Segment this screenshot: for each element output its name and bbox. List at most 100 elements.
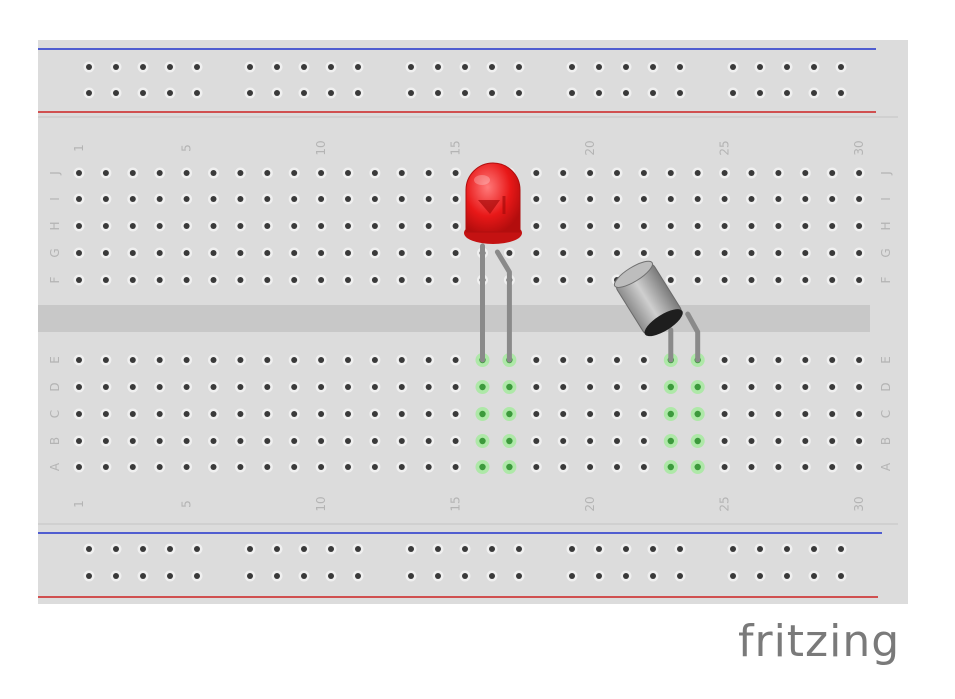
hole[interactable] — [452, 250, 459, 256]
hole[interactable] — [856, 411, 863, 417]
hole[interactable] — [264, 411, 271, 417]
hole[interactable] — [156, 250, 163, 256]
hole[interactable] — [291, 223, 298, 229]
hole[interactable] — [291, 170, 298, 176]
rail-hole[interactable] — [194, 573, 200, 579]
hole[interactable] — [183, 464, 190, 470]
hole[interactable] — [129, 277, 136, 283]
hole[interactable] — [452, 196, 459, 202]
hole[interactable] — [237, 250, 244, 256]
hole[interactable] — [102, 277, 109, 283]
hole[interactable] — [775, 411, 782, 417]
hole[interactable] — [345, 250, 351, 256]
hole[interactable] — [694, 250, 701, 256]
hole[interactable] — [129, 357, 136, 363]
rail-hole[interactable] — [838, 64, 844, 70]
hole[interactable] — [210, 464, 217, 470]
hole[interactable] — [479, 437, 486, 445]
hole[interactable] — [452, 277, 459, 283]
hole[interactable] — [129, 464, 136, 470]
hole[interactable] — [102, 196, 109, 202]
rail-hole[interactable] — [274, 573, 280, 579]
rail-hole[interactable] — [194, 90, 200, 96]
hole[interactable] — [748, 357, 755, 363]
hole[interactable] — [76, 277, 82, 283]
hole[interactable] — [264, 250, 271, 256]
hole[interactable] — [667, 383, 674, 391]
hole[interactable] — [398, 223, 405, 229]
hole[interactable] — [264, 223, 271, 229]
rail-hole[interactable] — [516, 64, 522, 70]
hole[interactable] — [210, 250, 217, 256]
hole[interactable] — [452, 411, 459, 417]
hole[interactable] — [264, 384, 271, 390]
hole[interactable] — [210, 196, 217, 202]
hole[interactable] — [587, 250, 594, 256]
hole[interactable] — [479, 463, 486, 471]
rail-hole[interactable] — [301, 546, 307, 552]
hole[interactable] — [345, 438, 351, 444]
hole[interactable] — [829, 464, 836, 470]
hole[interactable] — [102, 464, 109, 470]
hole[interactable] — [345, 196, 351, 202]
hole[interactable] — [802, 438, 809, 444]
hole[interactable] — [721, 250, 728, 256]
hole[interactable] — [156, 277, 163, 283]
hole[interactable] — [318, 464, 325, 470]
hole[interactable] — [479, 383, 486, 391]
hole[interactable] — [587, 438, 594, 444]
hole[interactable] — [721, 277, 728, 283]
hole[interactable] — [533, 384, 540, 390]
hole[interactable] — [587, 384, 594, 390]
hole[interactable] — [318, 277, 325, 283]
hole[interactable] — [129, 411, 136, 417]
hole[interactable] — [560, 438, 567, 444]
hole[interactable] — [587, 223, 594, 229]
hole[interactable] — [533, 464, 540, 470]
rail-hole[interactable] — [623, 573, 629, 579]
hole[interactable] — [829, 357, 836, 363]
rail-hole[interactable] — [757, 64, 763, 70]
hole[interactable] — [371, 170, 378, 176]
hole[interactable] — [183, 250, 190, 256]
hole[interactable] — [533, 411, 540, 417]
rail-hole[interactable] — [328, 573, 334, 579]
rail-hole[interactable] — [301, 64, 307, 70]
hole[interactable] — [640, 250, 647, 256]
hole[interactable] — [533, 170, 540, 176]
hole[interactable] — [856, 250, 863, 256]
hole[interactable] — [76, 196, 82, 202]
hole[interactable] — [129, 170, 136, 176]
hole[interactable] — [829, 196, 836, 202]
hole[interactable] — [479, 410, 486, 418]
hole[interactable] — [237, 170, 244, 176]
hole[interactable] — [210, 438, 217, 444]
hole[interactable] — [587, 411, 594, 417]
rail-hole[interactable] — [462, 64, 468, 70]
rail-hole[interactable] — [650, 90, 656, 96]
hole[interactable] — [345, 464, 351, 470]
rail-hole[interactable] — [86, 64, 92, 70]
hole[interactable] — [102, 223, 109, 229]
hole[interactable] — [721, 223, 728, 229]
hole[interactable] — [291, 464, 298, 470]
hole[interactable] — [775, 170, 782, 176]
hole[interactable] — [829, 170, 836, 176]
hole[interactable] — [694, 196, 701, 202]
hole[interactable] — [318, 250, 325, 256]
rail-hole[interactable] — [730, 573, 736, 579]
hole[interactable] — [694, 170, 701, 176]
hole[interactable] — [802, 170, 809, 176]
hole[interactable] — [210, 277, 217, 283]
rail-hole[interactable] — [650, 64, 656, 70]
hole[interactable] — [398, 357, 405, 363]
rail-hole[interactable] — [462, 573, 468, 579]
hole[interactable] — [318, 223, 325, 229]
hole[interactable] — [856, 438, 863, 444]
hole[interactable] — [183, 170, 190, 176]
hole[interactable] — [398, 384, 405, 390]
hole[interactable] — [452, 384, 459, 390]
hole[interactable] — [210, 411, 217, 417]
hole[interactable] — [452, 357, 459, 363]
hole[interactable] — [614, 250, 620, 256]
